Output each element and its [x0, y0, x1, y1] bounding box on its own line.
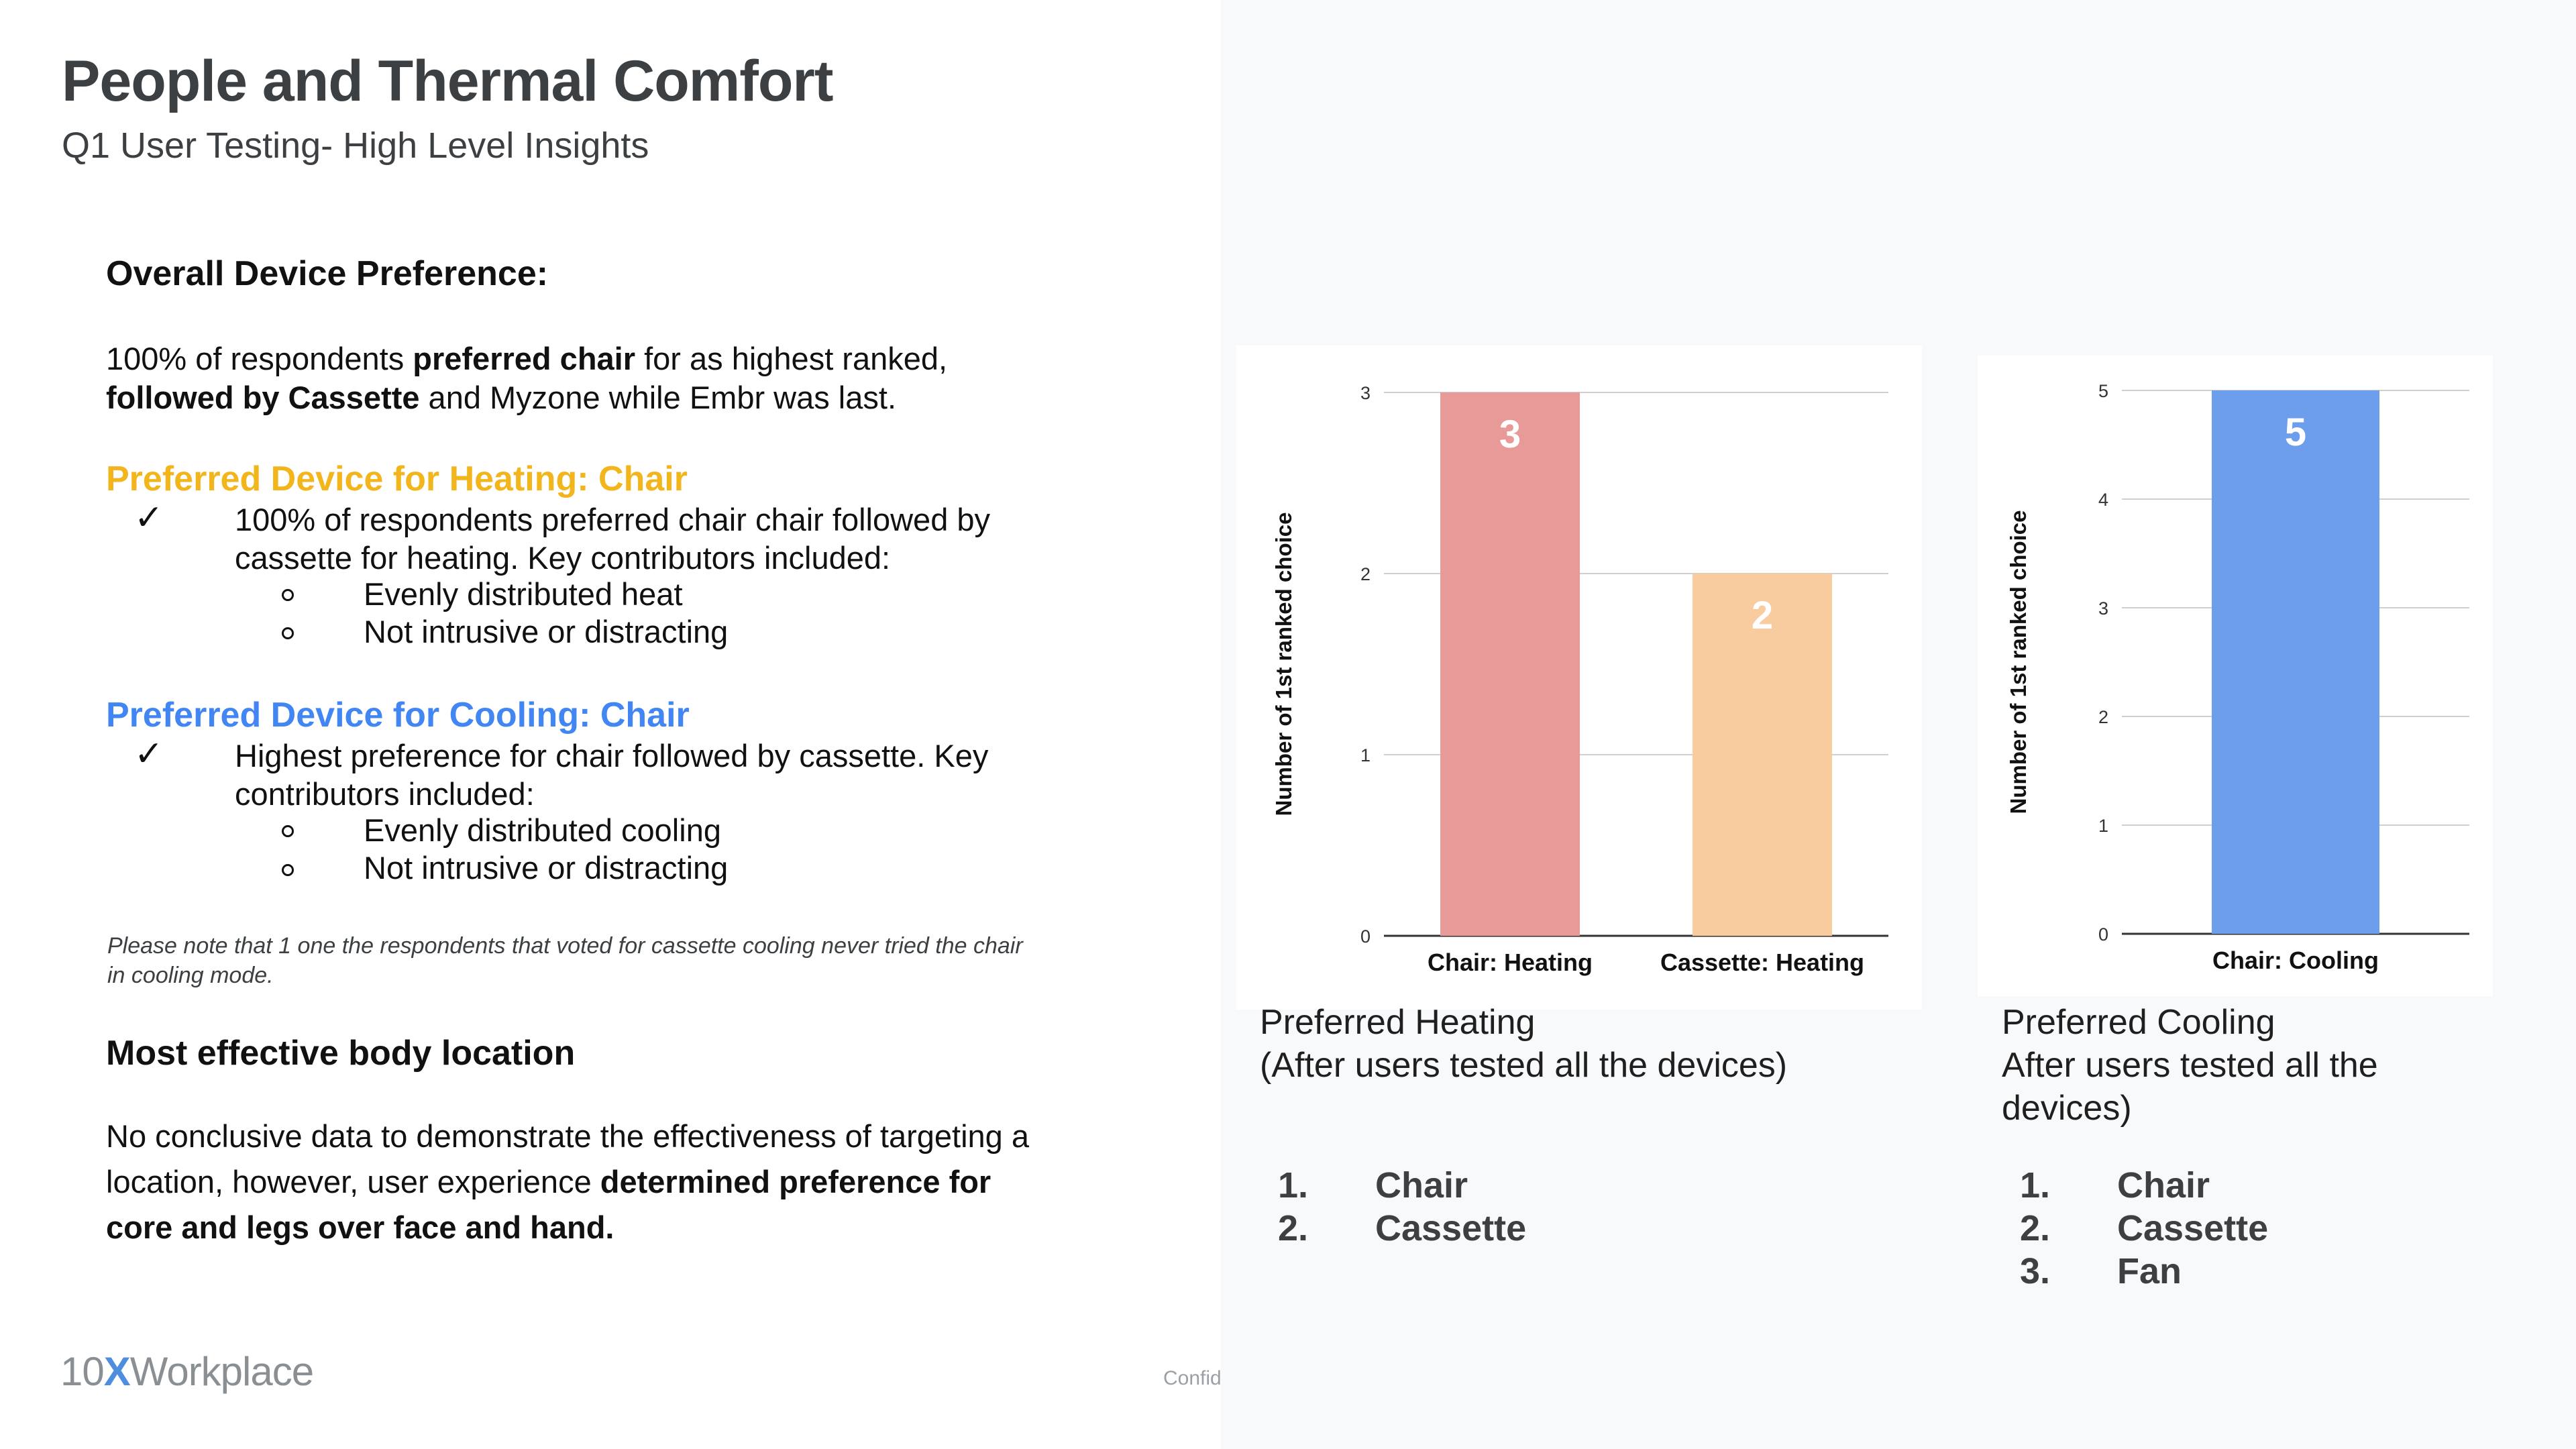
x-tick-label: Chair: Cooling — [2212, 947, 2379, 974]
bullet-circle-icon — [282, 864, 294, 876]
data-label: 3 — [1499, 413, 1521, 456]
rank-number: 1. — [1277, 1165, 1308, 1205]
company-logo: 10XWorkplace — [60, 1348, 314, 1395]
rank-label: Fan — [2117, 1251, 2182, 1291]
y-tick-label: 0 — [2098, 924, 2108, 945]
cooling-caption-subtitle-2: devices) — [2002, 1089, 2132, 1128]
heating-caption-title: Preferred Heating — [1260, 1003, 1536, 1042]
heating-caption-subtitle: (After users tested all the devices) — [1260, 1046, 1788, 1085]
page-title: People and Thermal Comfort — [62, 49, 833, 113]
checkmark-icon: ✓ — [134, 735, 164, 773]
y-tick-label: 1 — [1360, 745, 1371, 765]
data-label: 5 — [2285, 411, 2306, 454]
heating-caption: Preferred Heating (After users tested al… — [1260, 1001, 1787, 1087]
y-axis-label: Number of 1st ranked choice — [2006, 511, 2031, 814]
overall-emphasis-2: followed by Cassette — [106, 380, 420, 415]
cooling-chart-card: 0 1 2 3 4 5 5 Chair: Cooling Number of 1st ranke… — [1978, 356, 2493, 996]
overall-heading: Overall Device Preference: — [106, 254, 549, 293]
bar — [1693, 574, 1832, 936]
location-text: No conclusive data to demonstrate the ef… — [106, 1118, 1030, 1199]
x-tick-label: Chair: Heating — [1428, 949, 1593, 976]
rank-label: Cassette — [1375, 1208, 1527, 1248]
y-tick-label: 5 — [2098, 381, 2108, 401]
y-tick-label: 1 — [2098, 816, 2108, 836]
logo-prefix: 10 — [60, 1349, 105, 1394]
bar — [2212, 390, 2379, 934]
cooling-caption: Preferred Cooling After users tested all… — [2002, 1001, 2378, 1130]
bullet-circle-icon — [282, 627, 294, 639]
overall-text-1: 100% of respondents — [106, 341, 413, 376]
overall-paragraph: 100% of respondents preferred chair for … — [106, 339, 1072, 417]
y-tick-label: 2 — [1360, 564, 1371, 584]
rank-label: Cassette — [2117, 1208, 2269, 1248]
checkmark-icon: ✓ — [134, 498, 164, 537]
heating-contributor-1: Evenly distributed heat — [364, 576, 683, 612]
rank-label: Chair — [2117, 1165, 2210, 1205]
cooling-heading: Preferred Device for Cooling: Chair — [106, 696, 690, 735]
heating-chart: 0 1 2 3 3 Chair: Heating 2 Cassette: Heating Num… — [1271, 383, 1888, 976]
rank-number: 2. — [1277, 1208, 1308, 1248]
overall-text-2: for as highest ranked, — [635, 341, 948, 376]
rank-label: Chair — [1375, 1165, 1468, 1205]
cooling-chart: 0 1 2 3 4 5 5 Chair: Cooling Number of 1st ranke… — [2006, 381, 2469, 974]
logo-suffix: Workplace — [129, 1349, 314, 1394]
cooling-contributor-1: Evenly distributed cooling — [364, 812, 721, 848]
y-tick-label: 3 — [2098, 598, 2108, 619]
footnote: Please note that 1 one the respondents t… — [107, 933, 1023, 988]
overall-text-3: and Myzone while Embr was last. — [419, 380, 897, 415]
bullet-circle-icon — [282, 589, 294, 601]
y-tick-label: 0 — [1360, 926, 1371, 947]
cooling-caption-title: Preferred Cooling — [2002, 1003, 2275, 1042]
heating-chart-card: 0 1 2 3 3 Chair: Heating 2 Cassette: Heating Num… — [1236, 345, 1922, 1010]
cooling-bullet-text: Highest preference for chair followed by… — [235, 738, 989, 812]
confidential-label: Confidential — [1163, 1367, 1221, 1389]
heating-contributor-2: Not intrusive or distracting — [364, 614, 729, 649]
rank-number: 3. — [2019, 1251, 2050, 1291]
heating-bullet-text: 100% of respondents preferred chair chai… — [235, 502, 991, 576]
heating-heading: Preferred Device for Heating: Chair — [106, 460, 688, 498]
bullet-circle-icon — [282, 825, 294, 837]
y-tick-label: 4 — [2098, 490, 2108, 510]
y-tick-label: 3 — [1360, 383, 1371, 403]
data-label: 2 — [1752, 594, 1773, 637]
rank-number: 2. — [2019, 1208, 2050, 1248]
bar — [1440, 392, 1580, 936]
location-emphasis: determined preference for core and legs … — [106, 1164, 991, 1245]
y-tick-label: 2 — [2098, 707, 2108, 727]
rank-number: 1. — [2019, 1165, 2050, 1205]
overall-emphasis-1: preferred chair — [413, 341, 636, 376]
cooling-contributor-2: Not intrusive or distracting — [364, 850, 729, 885]
logo-x: X — [103, 1349, 131, 1394]
cooling-caption-subtitle: After users tested all the — [2002, 1046, 2378, 1085]
page-subtitle: Q1 User Testing- High Level Insights — [62, 125, 649, 166]
y-axis-label: Number of 1st ranked choice — [1271, 513, 1296, 816]
x-tick-label: Cassette: Heating — [1660, 949, 1864, 976]
location-paragraph: No conclusive data to demonstrate the ef… — [106, 1114, 1059, 1250]
location-heading: Most effective body location — [106, 1034, 576, 1073]
